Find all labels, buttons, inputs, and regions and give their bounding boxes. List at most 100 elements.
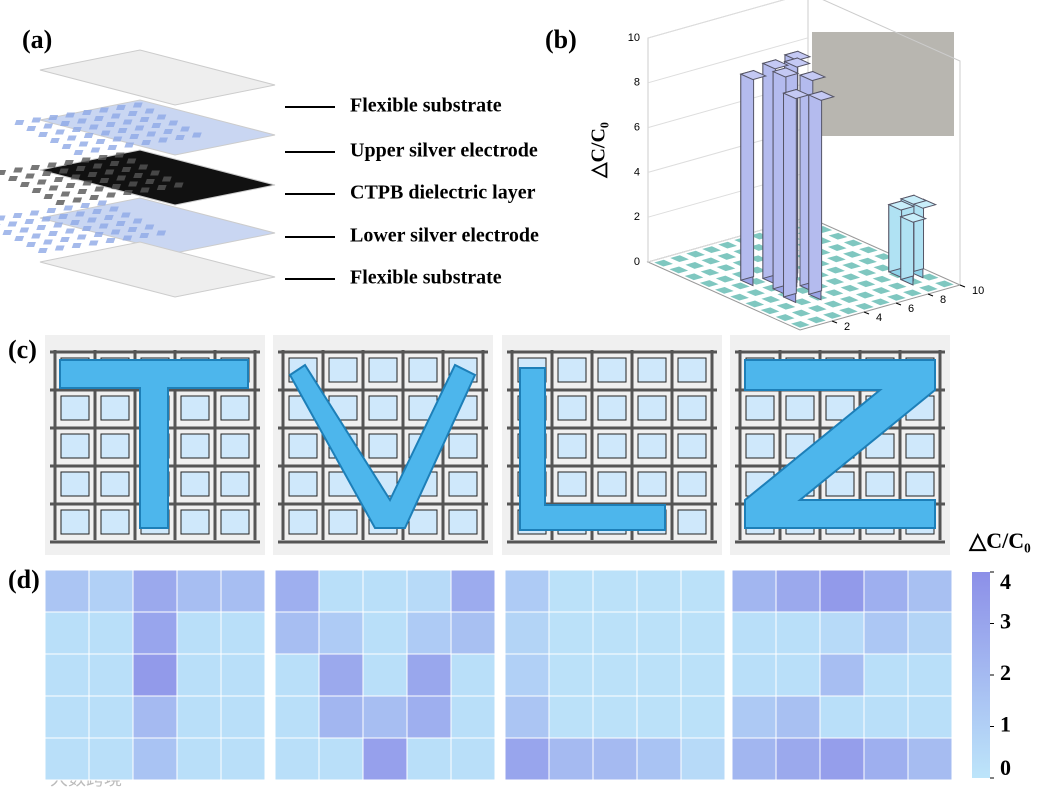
pixel [158,137,168,143]
floor-cell [919,284,938,292]
layer-label: CTPB dielectric layer [350,182,536,204]
floor-cell [807,316,826,324]
heat-cell [220,695,266,739]
pixel [41,216,52,222]
heat-cell [636,653,682,697]
floor-cell [839,296,859,303]
bar-face [899,212,928,223]
pixel [150,170,160,176]
bar-face [771,67,800,78]
bar [782,88,810,304]
pixel [61,144,72,149]
pixel [146,131,157,137]
heat-cell [274,695,320,739]
pixel [75,211,86,217]
heat-cell [775,611,821,655]
sensor-cell [60,395,90,421]
floor-cell [775,314,795,321]
floor-cell [840,284,860,292]
heat-cell [775,653,821,697]
sensor-cell [288,471,318,497]
floor-cell [874,253,893,261]
bar-face [740,69,755,281]
pixel [132,218,143,224]
pixel [13,167,24,173]
colorbar-tick-label: 2 [1000,660,1011,685]
colorbar-tick-label: 0 [1000,755,1011,780]
heat-cell [132,653,178,697]
pixel [105,238,116,243]
pixel [24,219,35,224]
panel-label: (a) [22,25,52,54]
floor-cell [855,291,875,299]
sensor-cell [220,395,250,421]
floor-tick-label: 4 [876,312,882,324]
panel-label: (b) [545,25,577,54]
pixel [89,195,100,200]
heat-cell [318,737,364,781]
sensor-cell [637,395,667,421]
heat-cell [907,737,953,781]
z-tick-label: 6 [634,122,640,134]
floor-cell [839,307,858,315]
pixel [97,200,108,206]
floor-cell [858,257,877,265]
pixel [65,228,75,234]
bar-face [783,50,812,61]
sensor-cell [905,471,935,497]
pixel [63,205,74,211]
layer-label: Upper silver electrode [350,140,538,162]
z-tick-label: 4 [634,166,640,178]
pixel [126,158,137,164]
pixel [55,200,66,205]
bar [807,90,836,301]
sensor-cell [328,357,358,383]
pixel [124,142,135,148]
heat-cell [362,695,408,739]
floor-cell [857,269,877,276]
floor-cell [746,289,765,297]
pixel [175,135,185,140]
floor-cell [823,311,842,319]
letter [519,367,666,531]
heat-cell [775,695,821,739]
floor-cell [684,273,704,281]
floor-cell [825,278,845,285]
sensor-cell [785,395,815,421]
sensor-cell [637,433,667,459]
pixel [47,162,57,168]
pixel [145,179,155,184]
heat-cell [680,611,726,655]
floor-cell [776,302,796,310]
heat-cell [592,695,638,739]
heat-cell [863,611,909,655]
floor-cell [731,282,750,290]
sensor-cell [557,357,587,383]
pixel [115,105,126,110]
pixel [7,221,18,227]
sensor-cell [368,433,398,459]
pixel [75,166,86,171]
pixel [98,223,109,229]
heat-cell [504,737,550,781]
floor-tick-label: 10 [972,285,984,297]
pixel [97,155,108,160]
heat-cell [548,611,594,655]
sensor-cell [220,433,250,459]
sensor-cell [448,433,478,459]
sensor-cell [597,357,627,383]
pixel [114,152,125,158]
pixel [36,225,47,230]
heat-cell [907,653,953,697]
floor-cell [887,293,906,301]
floor-cell [826,266,845,274]
bar [899,212,928,286]
sensor-cell [220,471,250,497]
tick-mark [959,284,966,288]
pixel [38,132,48,137]
floor-tick-label: 6 [908,303,914,315]
sensor-cell [557,395,587,421]
heat-cell [592,569,638,613]
pixel [26,126,37,131]
letter [288,363,477,529]
